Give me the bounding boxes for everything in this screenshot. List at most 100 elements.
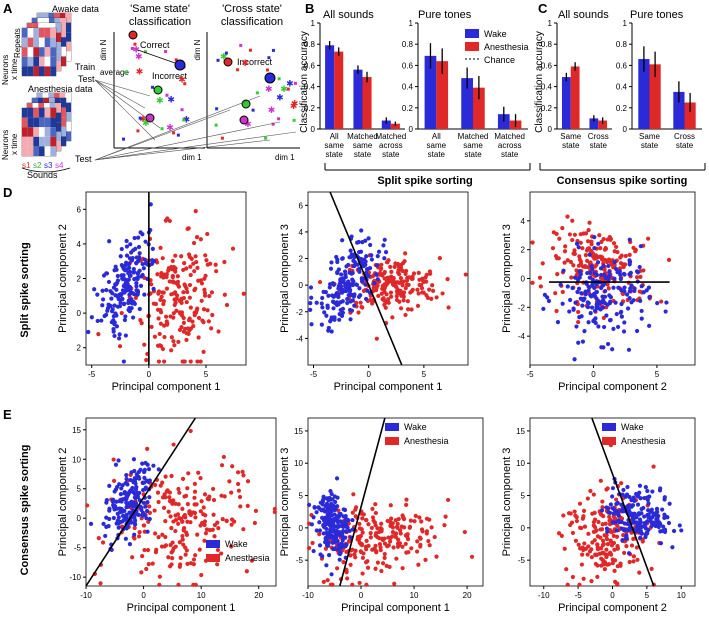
bar [390,123,400,129]
y-tick-label: 0.4 [616,83,628,92]
wake-point [328,488,333,494]
wake-point [344,524,349,530]
anesthesia-point [413,513,418,519]
wake-point [586,288,591,293]
anesthesia-point [180,537,185,542]
wake-point [574,324,579,329]
anesthesia-point [98,581,103,586]
bar [473,87,485,129]
anesthesia-point [169,348,174,353]
anesthesia-point [196,315,202,321]
anesthesia-point [364,582,369,587]
anesthesia-point [538,284,543,289]
anesthesia-point [193,209,198,214]
anesthesia-point [158,321,163,326]
anesthesia-point [585,258,590,263]
anesthesia-point [530,280,535,285]
wake-point [112,333,117,339]
wake-point [104,312,109,317]
test-label-2: Test [75,154,92,164]
wake-point [309,295,314,300]
anesthesia-point [193,515,198,520]
heatmap-cell [44,146,51,156]
y-tick-label: 0.8 [541,40,553,49]
wake-point [360,240,365,245]
anesthesia-point [418,536,423,541]
anesthesia-point [222,494,227,499]
incorrect-label-2: Incorrect [237,57,273,67]
wake-point [645,488,650,494]
anesthesia-point [178,555,183,560]
wake-point [574,241,580,246]
wake-point [619,301,624,307]
y-tick-label: 0.2 [541,104,553,113]
wake-point [586,301,591,306]
anesthesia-point [193,254,198,259]
sample-mark [130,47,134,51]
sample-mark [239,43,243,47]
anesthesia-point [619,481,624,486]
heatmap-cell [33,47,39,57]
anesthesia-point [167,495,172,500]
panel-e-row-label: Consensus spike sorting [19,445,31,576]
wake-point [326,498,331,503]
anesthesia-point [202,492,208,497]
anesthesia-point [605,541,611,547]
anesthesia-point [417,277,422,282]
wake-point [630,503,636,508]
anesthesia-point [184,548,189,553]
heatmap-cell [27,66,34,76]
wake-point [132,301,137,306]
anesthesia-point [540,261,545,266]
wake-point [585,304,591,310]
wake-point [114,499,119,504]
wake-point [354,282,359,287]
heatmap-cell [33,117,39,128]
anesthesia-point [358,300,363,305]
legend-anesthesia-label: Anesthesia [621,436,666,446]
panel-b-right-title: Pure tones [418,9,472,21]
wake-point [156,467,161,472]
wake-point [583,292,588,297]
anesthesia-point [201,512,206,517]
anesthesia-point [235,481,241,487]
anesthesia-point [350,582,355,587]
anesthesia-point [166,266,171,271]
wake-point [351,279,356,284]
anesthesia-point [581,547,586,553]
wake-point [600,294,605,299]
wake-point [103,533,108,539]
wake-point [364,296,369,302]
heatmap-cell [44,47,51,57]
anesthesia-point [169,550,174,555]
y-tick-label: 5 [521,492,526,501]
anesthesia-point [634,545,639,550]
panel-d-letter: D [3,185,12,200]
sample-mark [180,108,184,112]
wake-point [151,286,156,291]
anesthesia-point [150,561,155,566]
anesthesia-point [144,357,149,363]
y-tick-label: -4 [296,334,304,343]
wake-point [631,513,637,518]
anesthesia-point [393,284,399,289]
wake-point [110,499,116,504]
anesthesia-point [348,553,353,558]
anesthesia-point [403,285,408,291]
anesthesia-point [430,288,436,293]
wake-point [351,258,356,263]
anesthesia-point [151,301,156,306]
anesthesia-point [446,305,451,310]
y-tick-label: 0 [623,125,628,134]
bar [381,120,391,129]
anesthesia-point [593,561,598,567]
wake-point [308,285,314,290]
category-label: state [501,150,519,159]
anesthesia-point [553,291,558,296]
anesthesia-point [372,520,378,525]
wake-point [331,282,336,287]
anesthesia-point [577,501,583,506]
anesthesia-point [163,519,168,524]
wake-point [579,291,584,296]
anesthesia-point [163,534,168,540]
